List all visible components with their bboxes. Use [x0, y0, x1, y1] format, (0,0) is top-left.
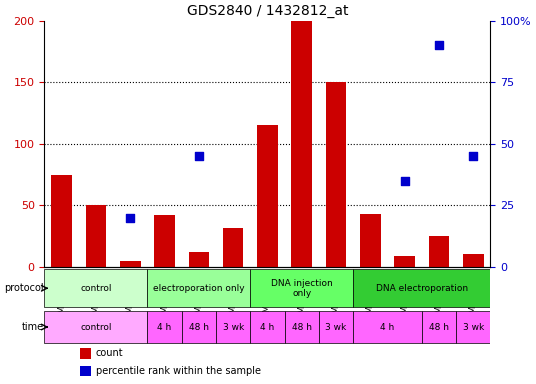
FancyBboxPatch shape — [250, 311, 285, 343]
Text: DNA electroporation: DNA electroporation — [376, 284, 468, 293]
Bar — [463, 253, 483, 267]
Bar — [429, 236, 449, 267]
Point — [229, 5, 237, 11]
FancyBboxPatch shape — [285, 311, 319, 343]
FancyBboxPatch shape — [422, 311, 456, 343]
FancyBboxPatch shape — [353, 311, 422, 343]
Text: 4 h: 4 h — [260, 323, 274, 331]
FancyBboxPatch shape — [44, 269, 147, 307]
Text: 3 wk: 3 wk — [325, 323, 347, 331]
Text: 4 h: 4 h — [158, 323, 172, 331]
Bar — [189, 252, 209, 267]
Point — [435, 42, 443, 48]
Text: protocol: protocol — [4, 283, 44, 293]
Bar — [223, 228, 243, 267]
Point — [469, 153, 478, 159]
FancyBboxPatch shape — [147, 269, 250, 307]
Text: 48 h: 48 h — [189, 323, 209, 331]
Bar — [257, 125, 278, 267]
Point — [195, 153, 203, 159]
Text: 3 wk: 3 wk — [222, 323, 244, 331]
FancyBboxPatch shape — [319, 311, 353, 343]
Text: 4 h: 4 h — [381, 323, 394, 331]
Bar — [292, 21, 312, 267]
Text: percentile rank within the sample: percentile rank within the sample — [96, 366, 260, 376]
FancyBboxPatch shape — [216, 311, 250, 343]
FancyBboxPatch shape — [353, 269, 490, 307]
Point — [126, 215, 135, 221]
Text: DNA injection
only: DNA injection only — [271, 278, 333, 298]
Bar — [51, 175, 72, 267]
Text: electroporation only: electroporation only — [153, 284, 244, 293]
Bar — [394, 256, 415, 267]
Bar — [86, 205, 106, 267]
Bar — [120, 261, 140, 267]
Text: count: count — [96, 348, 123, 358]
Bar — [154, 215, 175, 267]
Text: time: time — [21, 322, 44, 332]
FancyBboxPatch shape — [456, 311, 490, 343]
Text: control: control — [80, 284, 111, 293]
Bar — [80, 366, 91, 376]
Text: 48 h: 48 h — [429, 323, 449, 331]
Bar — [360, 214, 381, 267]
FancyBboxPatch shape — [147, 311, 182, 343]
Point — [400, 178, 409, 184]
Text: 3 wk: 3 wk — [463, 323, 484, 331]
Bar — [80, 348, 91, 359]
FancyBboxPatch shape — [182, 311, 216, 343]
Bar — [326, 82, 346, 267]
Text: control: control — [80, 323, 111, 331]
Text: 48 h: 48 h — [292, 323, 312, 331]
Title: GDS2840 / 1432812_at: GDS2840 / 1432812_at — [187, 4, 348, 18]
FancyBboxPatch shape — [250, 269, 353, 307]
FancyBboxPatch shape — [44, 311, 147, 343]
